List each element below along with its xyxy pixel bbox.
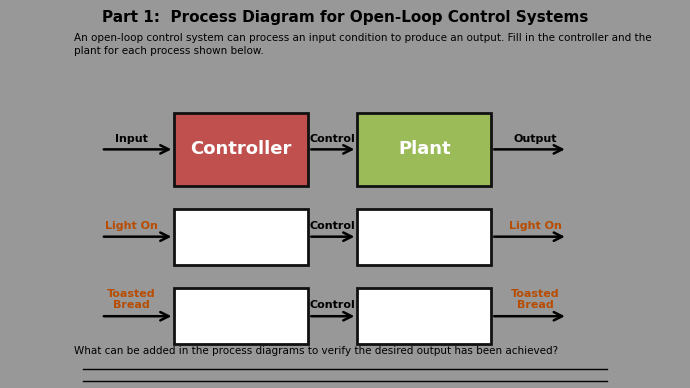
Text: Control: Control [310, 221, 355, 231]
Text: Control: Control [310, 300, 355, 310]
Bar [357, 209, 491, 265]
Text: What can be added in the process diagrams to verify the desired output has been : What can be added in the process diagram… [74, 346, 558, 356]
Text: Plant: Plant [398, 140, 451, 158]
Bar [174, 288, 308, 344]
Text: Light On: Light On [509, 221, 562, 231]
Text: Control: Control [310, 133, 355, 144]
Text: An open-loop control system can process an input condition to produce an output.: An open-loop control system can process … [74, 33, 651, 56]
Text: Toasted
Bread: Toasted Bread [511, 289, 560, 310]
Text: Part 1:  Process Diagram for Open-Loop Control Systems: Part 1: Process Diagram for Open-Loop Co… [102, 10, 588, 25]
Text: Controller: Controller [190, 140, 292, 158]
Text: Input: Input [115, 133, 148, 144]
Text: Output: Output [514, 133, 558, 144]
Text: Toasted
Bread: Toasted Bread [107, 289, 156, 310]
Bar [174, 113, 308, 186]
Text: Light On: Light On [105, 221, 158, 231]
Bar [357, 113, 491, 186]
Bar [174, 209, 308, 265]
Bar [357, 288, 491, 344]
